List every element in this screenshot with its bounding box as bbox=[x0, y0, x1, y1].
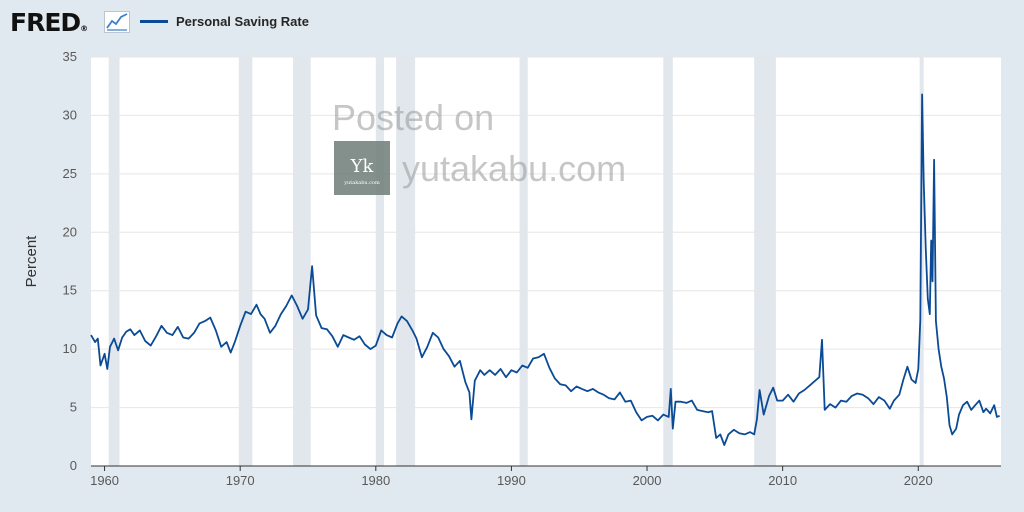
fred-logo-text: FRED bbox=[10, 8, 81, 37]
watermark: Posted on Yk yutakabu.com yutakabu.com bbox=[332, 97, 626, 195]
legend-line-swatch bbox=[140, 20, 168, 23]
recession-band bbox=[375, 57, 384, 466]
y-tick-label: 25 bbox=[63, 166, 77, 181]
y-tick-label: 35 bbox=[63, 49, 77, 64]
x-tick-label: 2010 bbox=[768, 473, 797, 488]
x-tick-label: 1970 bbox=[226, 473, 255, 488]
grid-lines bbox=[91, 56, 1001, 409]
series-line bbox=[90, 93, 1000, 446]
y-tick-label: 30 bbox=[63, 107, 77, 122]
recession-band bbox=[663, 57, 673, 466]
y-tick-label: 10 bbox=[63, 341, 77, 356]
watermark-badge-letter: Yk bbox=[350, 156, 375, 177]
watermark-posted-on: Posted on bbox=[332, 97, 494, 138]
fred-logo[interactable]: FRED® bbox=[10, 8, 88, 37]
recession-band bbox=[519, 57, 528, 466]
x-tick-label: 2020 bbox=[904, 473, 933, 488]
watermark-badge bbox=[334, 141, 390, 195]
watermark-site: yutakabu.com bbox=[402, 148, 626, 189]
plot-area bbox=[91, 57, 1001, 466]
y-tick-label: 15 bbox=[63, 283, 77, 298]
recession-bands bbox=[108, 57, 924, 466]
recession-band bbox=[754, 57, 776, 466]
watermark-badge-small: yutakabu.com bbox=[343, 180, 380, 186]
y-axis-ticks: 0 5 10 15 20 25 30 35 bbox=[63, 49, 77, 473]
y-tick-label: 5 bbox=[70, 400, 77, 415]
y-tick-label: 20 bbox=[63, 224, 77, 239]
trend-chart-icon bbox=[104, 11, 130, 33]
x-tick-label: 1990 bbox=[497, 473, 526, 488]
x-tick-label: 1980 bbox=[361, 473, 390, 488]
legend-label: Personal Saving Rate bbox=[176, 14, 309, 29]
x-tick-label: 2000 bbox=[633, 473, 662, 488]
recession-band bbox=[396, 57, 416, 466]
x-tick-label: 1960 bbox=[90, 473, 119, 488]
fred-logo-mark: ® bbox=[80, 24, 88, 33]
x-axis-ticks: 1960 1970 1980 1990 2000 2010 2020 bbox=[90, 466, 933, 488]
recession-band bbox=[293, 57, 311, 466]
y-axis-label: Percent bbox=[23, 235, 40, 288]
y-tick-label: 0 bbox=[70, 458, 77, 473]
recession-band bbox=[108, 57, 120, 466]
recession-band bbox=[238, 57, 253, 466]
chart-legend: Personal Saving Rate bbox=[140, 14, 309, 29]
